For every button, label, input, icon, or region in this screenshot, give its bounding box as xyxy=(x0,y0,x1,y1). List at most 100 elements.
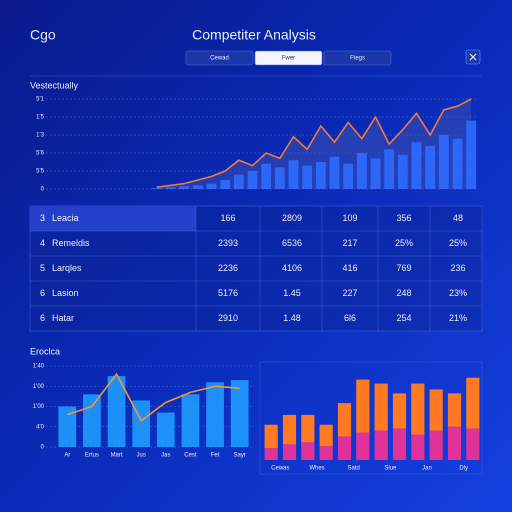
x-tick-label: Jus xyxy=(137,453,146,459)
y-tick-label: 1'5 xyxy=(36,115,44,121)
table-cell: 416 xyxy=(342,263,357,273)
y-tick-label: 0 xyxy=(41,445,45,451)
bar xyxy=(315,162,326,189)
y-tick-label: 1'00 xyxy=(33,404,45,410)
stacked-bar-segment xyxy=(264,424,278,449)
x-tick-label: Jan xyxy=(422,466,432,472)
stacked-bar-segment xyxy=(411,383,425,435)
row-label: 3 xyxy=(40,213,45,223)
bar xyxy=(397,154,408,189)
y-tick-label: 4'0 xyxy=(36,424,44,430)
table-cell: 217 xyxy=(342,238,357,248)
table-cell: 2910 xyxy=(218,313,238,323)
highlighted-row xyxy=(30,206,196,231)
bar xyxy=(411,142,422,189)
bar xyxy=(192,185,203,189)
row-label: Hatar xyxy=(52,313,74,323)
trend-line xyxy=(156,98,472,188)
x-tick-label: Ertus xyxy=(85,453,99,459)
table-cell: 6536 xyxy=(282,238,302,248)
table-cell: 1.45 xyxy=(283,288,301,298)
bar xyxy=(206,183,217,189)
stacked-bar-segment xyxy=(337,403,352,437)
y-tick-label: 5'5 xyxy=(36,169,44,175)
stacked-bar-segment xyxy=(374,430,388,460)
bar xyxy=(302,165,313,189)
x-tick-label: Sayr xyxy=(234,453,246,459)
bar xyxy=(83,394,101,447)
bar xyxy=(247,171,258,189)
table-cell: 6l6 xyxy=(344,313,356,323)
y-tick-label: 5'1 xyxy=(36,97,44,103)
bar xyxy=(151,188,162,189)
chart-title: Vestectually xyxy=(30,80,79,90)
stacked-bar-segment xyxy=(392,428,407,460)
stacked-bar-segment xyxy=(319,424,333,447)
row-label: Larqles xyxy=(52,263,82,273)
table-cell: 166 xyxy=(220,213,235,223)
close-icon xyxy=(469,53,477,61)
bar xyxy=(329,156,340,189)
tab[interactable] xyxy=(254,50,323,66)
bar xyxy=(220,180,231,189)
logo: Cgo xyxy=(30,27,56,43)
bar xyxy=(230,380,249,447)
table-cell: 356 xyxy=(396,213,411,223)
tab-label: Ftegs xyxy=(350,56,365,62)
table-cell: 21% xyxy=(449,313,467,323)
row-label: 5 xyxy=(40,263,45,273)
page-title: Competiter Analysis xyxy=(192,27,316,43)
stacked-bar-segment xyxy=(356,432,370,460)
trend-line xyxy=(67,372,240,422)
x-tick-label: Mart xyxy=(111,453,123,459)
bar xyxy=(425,145,436,189)
line-area xyxy=(156,99,472,189)
bar xyxy=(288,160,299,189)
tab-label: Fwer xyxy=(282,56,295,62)
x-tick-label: Jas xyxy=(161,453,170,459)
x-tick-label: Slue xyxy=(384,466,397,472)
table-cell: 5176 xyxy=(218,288,238,298)
stacked-bar-segment xyxy=(447,426,462,460)
y-tick-label: 5'6 xyxy=(36,151,44,157)
x-tick-label: Whes xyxy=(309,466,324,472)
chart-title: Eroclca xyxy=(30,346,60,356)
x-tick-label: Dly xyxy=(459,466,468,472)
x-tick-label: Cewas xyxy=(271,466,289,472)
stacked-bar-segment xyxy=(466,428,480,460)
bar xyxy=(438,135,449,189)
tab-label: Cewad xyxy=(210,56,229,62)
tab[interactable] xyxy=(323,50,392,66)
bottom-left-chart: Eroclca 0 4'0 1'00 1'00 1'40 Ar Ertus Mart Jus Jas… xyxy=(30,346,252,459)
row-label: Remeldis xyxy=(52,238,90,248)
row-label: 6 xyxy=(40,288,45,298)
bar xyxy=(165,187,176,189)
stacked-bar-segment xyxy=(374,383,388,431)
stacked-bar-segment xyxy=(429,430,443,460)
table-cell: 25% xyxy=(449,238,467,248)
bar xyxy=(274,167,285,189)
bar xyxy=(452,138,463,189)
stacked-bar-segment xyxy=(301,442,315,460)
tab[interactable] xyxy=(185,50,254,66)
stacked-bar-segment xyxy=(282,444,297,460)
row-label: Lasion xyxy=(52,288,79,298)
bar xyxy=(58,406,77,447)
table-cell: 2809 xyxy=(282,213,302,223)
bar xyxy=(356,153,367,189)
row-label: 4 xyxy=(40,238,45,248)
x-tick-label: Ar xyxy=(64,453,70,459)
stacked-bar-segment xyxy=(429,389,443,431)
table-cell: 236 xyxy=(450,263,465,273)
table-cell: 248 xyxy=(396,288,411,298)
bar xyxy=(107,376,126,447)
stacked-bar-segment xyxy=(392,393,407,429)
table-cell: 769 xyxy=(396,263,411,273)
bar xyxy=(233,174,244,189)
x-tick-label: Cest xyxy=(184,453,197,459)
bar xyxy=(261,163,272,189)
bar xyxy=(343,163,354,189)
y-tick-label: 0 xyxy=(41,187,45,193)
data-table: 3 Leacia 166 2809 109 356 48 4 Remeldis 2393 6536 2… xyxy=(29,205,483,332)
